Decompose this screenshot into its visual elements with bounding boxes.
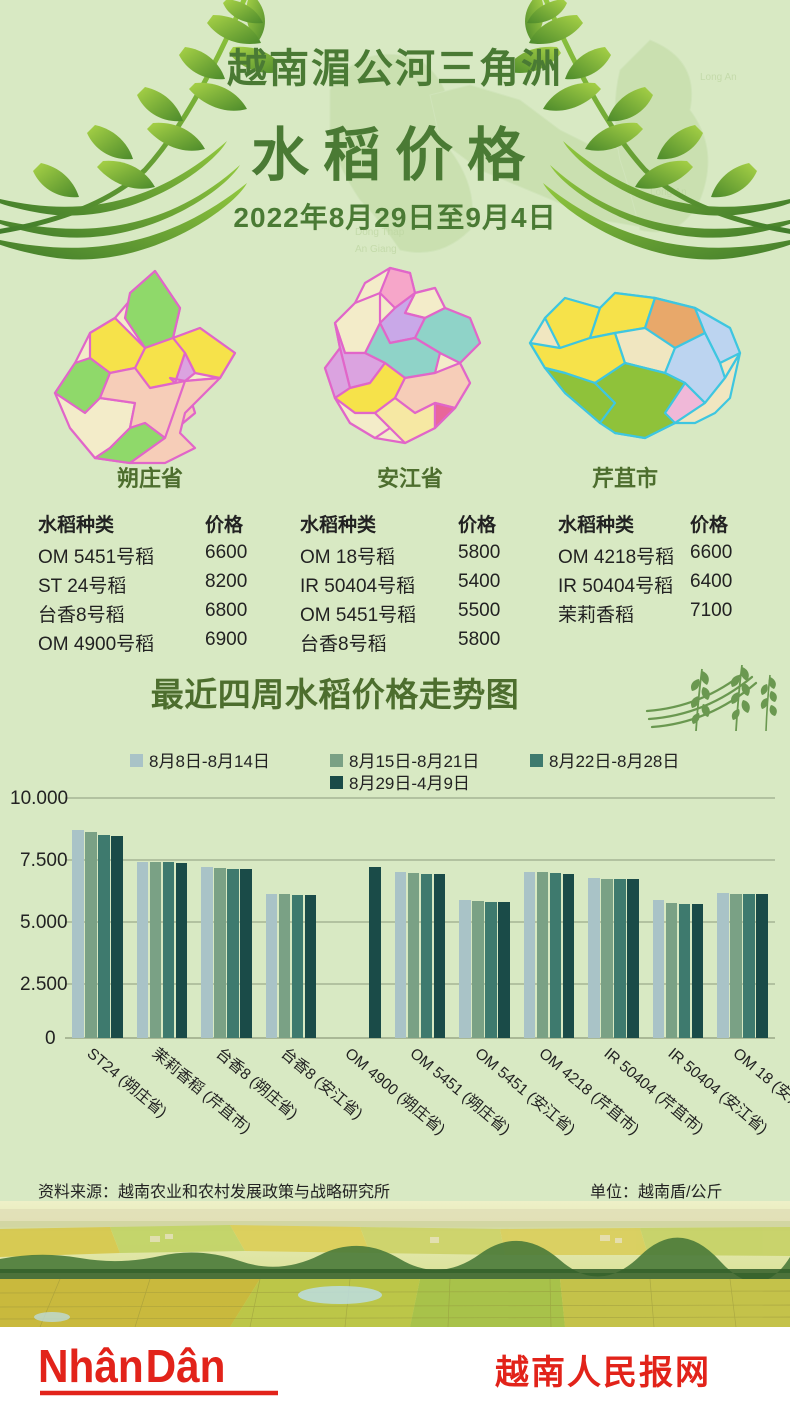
svg-text:An Giang: An Giang	[355, 244, 397, 255]
svg-text:NhânDân: NhânDân	[38, 1342, 226, 1392]
